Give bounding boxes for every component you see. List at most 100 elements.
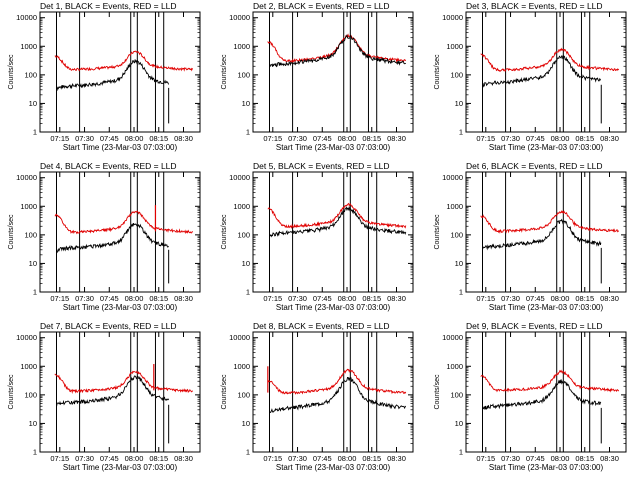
x-tick-label: 07:15 (263, 294, 282, 303)
x-tick-label: 07:15 (263, 454, 282, 463)
y-tick-label: 1 (246, 128, 250, 137)
panel-title: Det 9, BLACK = Events, RED = LLD (466, 321, 603, 331)
x-tick-label: 07:30 (501, 454, 520, 463)
panel-title: Det 7, BLACK = Events, RED = LLD (40, 321, 177, 331)
panel-title: Det 3, BLACK = Events, RED = LLD (466, 1, 603, 11)
y-tick-label: 100 (237, 390, 250, 399)
events-series-line (56, 59, 170, 92)
y-tick-label: 100 (450, 390, 463, 399)
x-tick-label: 08:15 (575, 294, 594, 303)
y-tick-label: 1 (459, 448, 463, 457)
y-tick-label: 1 (459, 128, 463, 137)
plot-frame (252, 171, 414, 293)
y-tick-label: 10000 (442, 13, 463, 22)
y-tick-label: 100 (450, 230, 463, 239)
x-tick-label: 07:45 (100, 454, 119, 463)
x-tick-label: 08:15 (362, 294, 381, 303)
y-tick-label: 100 (450, 70, 463, 79)
y-tick-label: 10 (242, 99, 250, 108)
lld-series-line (267, 202, 407, 229)
x-tick-label: 08:00 (125, 454, 144, 463)
panel-title: Det 4, BLACK = Events, RED = LLD (40, 161, 177, 171)
x-tick-label: 08:15 (149, 454, 168, 463)
detector-chart: Det 9, BLACK = Events, RED = LLD 1 10 100 10… (434, 321, 627, 472)
y-tick-label: 10000 (16, 173, 37, 182)
detector-panel: Det 9, BLACK = Events, RED = LLD 1 10 100 10… (426, 320, 639, 480)
panel-title: Det 2, BLACK = Events, RED = LLD (253, 1, 390, 11)
x-tick-label: 07:45 (100, 134, 119, 143)
x-tick-label: 08:30 (174, 454, 193, 463)
detector-panel: Det 6, BLACK = Events, RED = LLD 1 10 100 10… (426, 160, 639, 320)
detector-panel: Det 7, BLACK = Events, RED = LLD 1 10 100 10… (0, 320, 213, 480)
x-axis-label: Start Time (23-Mar-03 07:03:00) (276, 303, 391, 312)
detector-chart: Det 4, BLACK = Events, RED = LLD 1 10 100 10… (8, 161, 201, 312)
y-axis-label: Counts/sec (221, 214, 228, 250)
panel-title: Det 1, BLACK = Events, RED = LLD (40, 1, 177, 11)
y-tick-label: 1 (246, 288, 250, 297)
y-axis-label: Counts/sec (221, 54, 228, 90)
detector-chart: Det 3, BLACK = Events, RED = LLD 1 10 100 10… (434, 1, 627, 152)
y-tick-label: 10 (242, 419, 250, 428)
x-tick-label: 07:45 (313, 454, 332, 463)
events-series-line (269, 33, 407, 68)
events-series-line (56, 222, 169, 254)
lld-series-line (480, 369, 620, 393)
panel-title: Det 6, BLACK = Events, RED = LLD (466, 161, 603, 171)
y-tick-label: 10000 (229, 13, 250, 22)
x-tick-label: 08:00 (338, 134, 357, 143)
y-tick-label: 10000 (16, 333, 37, 342)
plot-frame (39, 11, 201, 133)
x-tick-label: 07:30 (501, 294, 520, 303)
y-tick-label: 1 (33, 288, 37, 297)
x-tick-label: 08:00 (551, 294, 570, 303)
x-tick-label: 08:15 (149, 294, 168, 303)
plot-frame (252, 331, 414, 453)
lld-series-line (267, 368, 407, 395)
y-tick-label: 100 (24, 390, 37, 399)
y-tick-label: 1 (246, 448, 250, 457)
x-tick-label: 07:30 (75, 294, 94, 303)
x-tick-label: 08:00 (125, 134, 144, 143)
x-tick-label: 07:45 (100, 294, 119, 303)
y-tick-label: 10000 (16, 13, 37, 22)
y-tick-label: 1 (459, 288, 463, 297)
y-tick-label: 10 (455, 259, 463, 268)
y-tick-label: 10000 (229, 333, 250, 342)
x-tick-label: 08:30 (174, 294, 193, 303)
y-tick-label: 10000 (229, 173, 250, 182)
events-series-line (482, 218, 602, 251)
x-axis-label: Start Time (23-Mar-03 07:03:00) (489, 463, 604, 472)
x-tick-label: 07:15 (50, 294, 69, 303)
x-tick-label: 08:30 (387, 134, 406, 143)
x-axis-label: Start Time (23-Mar-03 07:03:00) (63, 303, 178, 312)
y-tick-label: 1000 (20, 202, 37, 211)
detector-panel: Det 4, BLACK = Events, RED = LLD 1 10 100 10… (0, 160, 213, 320)
x-tick-label: 08:30 (600, 294, 619, 303)
x-tick-label: 07:30 (288, 134, 307, 143)
detector-panel: Det 5, BLACK = Events, RED = LLD 1 10 100 10… (213, 160, 426, 320)
x-tick-label: 07:30 (75, 454, 94, 463)
y-tick-label: 10000 (442, 173, 463, 182)
y-tick-label: 10 (29, 259, 37, 268)
y-tick-label: 10 (29, 99, 37, 108)
lld-series-line (54, 50, 194, 72)
lld-series-line (480, 210, 620, 234)
events-series-line (269, 206, 407, 238)
x-axis-label: Start Time (23-Mar-03 07:03:00) (489, 303, 604, 312)
detector-panel: Det 8, BLACK = Events, RED = LLD 1 10 100 10… (213, 320, 426, 480)
x-tick-label: 07:45 (526, 294, 545, 303)
y-tick-label: 100 (24, 70, 37, 79)
events-series-line (56, 375, 170, 407)
x-tick-label: 08:30 (387, 294, 406, 303)
x-tick-label: 08:15 (149, 134, 168, 143)
y-tick-label: 1000 (20, 42, 37, 51)
x-tick-label: 07:15 (50, 134, 69, 143)
plot-frame (39, 171, 201, 293)
x-tick-label: 08:15 (575, 134, 594, 143)
x-axis-label: Start Time (23-Mar-03 07:03:00) (489, 143, 604, 152)
lld-series-line (54, 370, 193, 394)
y-tick-label: 1 (33, 448, 37, 457)
plot-frame (465, 11, 627, 133)
detector-chart: Det 2, BLACK = Events, RED = LLD 1 10 100 10… (221, 1, 414, 152)
